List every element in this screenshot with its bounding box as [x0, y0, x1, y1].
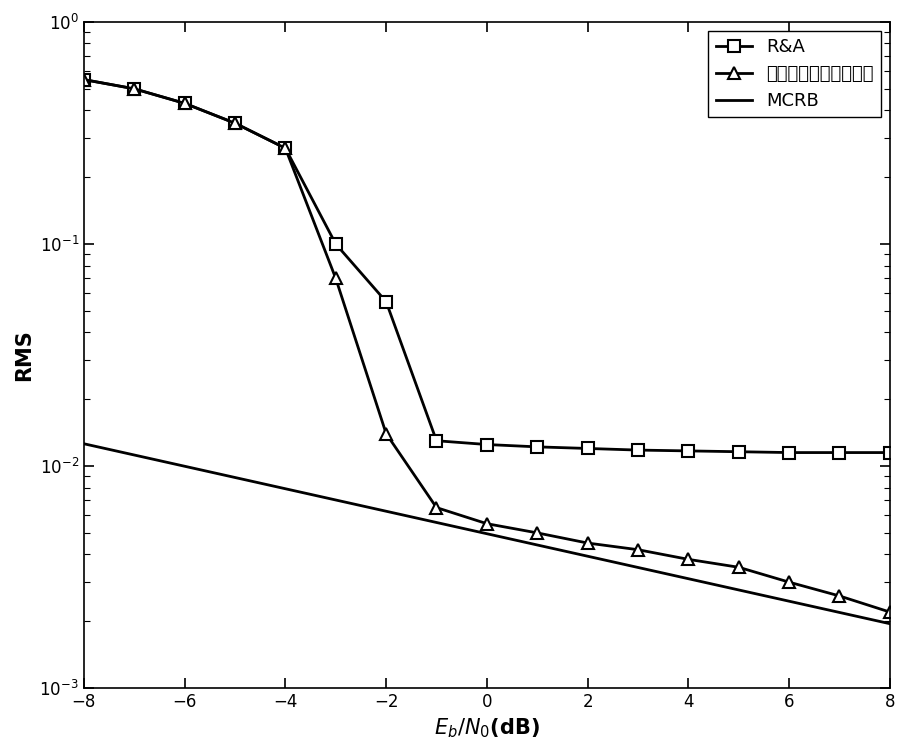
R&A — [179, 99, 190, 108]
本发明载波粗同步方法 — [330, 274, 341, 283]
本发明载波粗同步方法 — [431, 503, 442, 512]
本发明载波粗同步方法 — [381, 429, 392, 438]
本发明载波粗同步方法 — [734, 562, 744, 572]
本发明载波粗同步方法 — [280, 144, 291, 153]
本发明载波粗同步方法 — [230, 118, 241, 127]
R&A — [582, 444, 593, 453]
R&A — [884, 448, 895, 457]
本发明载波粗同步方法 — [532, 529, 543, 538]
Line: R&A: R&A — [78, 74, 895, 458]
本发明载波粗同步方法 — [784, 578, 794, 587]
本发明载波粗同步方法 — [179, 99, 190, 108]
R&A — [734, 447, 744, 456]
R&A — [129, 84, 140, 93]
R&A — [482, 440, 493, 449]
X-axis label: $E_b/N_0$(dB): $E_b/N_0$(dB) — [434, 716, 540, 740]
Y-axis label: RMS: RMS — [14, 329, 34, 381]
R&A — [280, 144, 291, 153]
本发明载波粗同步方法 — [834, 591, 845, 600]
R&A — [784, 448, 794, 457]
R&A — [633, 446, 644, 455]
本发明载波粗同步方法 — [78, 75, 89, 84]
Line: 本发明载波粗同步方法: 本发明载波粗同步方法 — [77, 73, 896, 618]
R&A — [683, 446, 694, 455]
R&A — [834, 448, 845, 457]
本发明载波粗同步方法 — [633, 545, 644, 554]
R&A — [230, 118, 241, 127]
R&A — [381, 297, 392, 306]
R&A — [330, 240, 341, 249]
Legend: R&A, 本发明载波粗同步方法, MCRB: R&A, 本发明载波粗同步方法, MCRB — [708, 31, 881, 118]
本发明载波粗同步方法 — [683, 555, 694, 564]
R&A — [532, 443, 543, 452]
本发明载波粗同步方法 — [482, 520, 493, 529]
本发明载波粗同步方法 — [884, 608, 895, 617]
本发明载波粗同步方法 — [582, 538, 593, 547]
R&A — [78, 75, 89, 84]
R&A — [431, 437, 442, 446]
本发明载波粗同步方法 — [129, 84, 140, 93]
